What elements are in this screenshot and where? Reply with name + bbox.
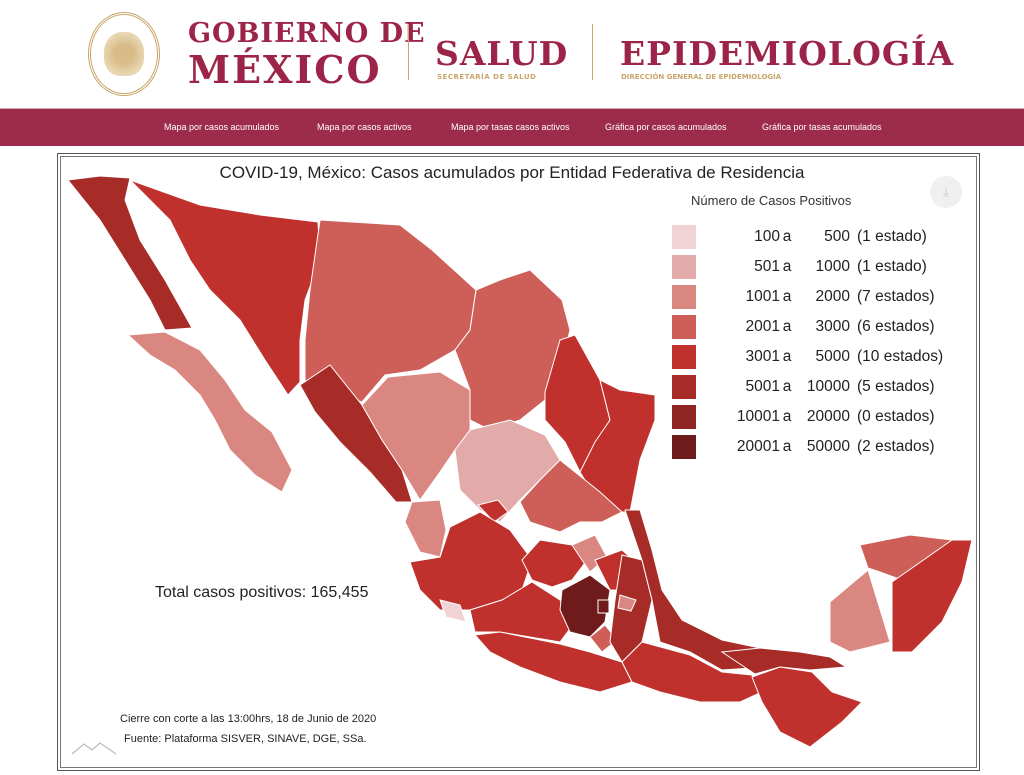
state-chiapas[interactable] (751, 666, 863, 748)
legend-swatch (672, 405, 696, 429)
legend-connector: a (782, 318, 792, 335)
state-baja-california-sur[interactable] (126, 331, 293, 493)
state-campeche[interactable] (829, 569, 891, 653)
legend-item: 3001 a 5000 (10 estados) (672, 342, 943, 372)
legend-item: 2001 a 3000 (6 estados) (672, 312, 943, 342)
state-jalisco[interactable] (409, 511, 533, 611)
legend-count: (0 estados) (857, 408, 935, 425)
legend-swatch (672, 225, 696, 249)
legend-count: (5 estados) (857, 378, 935, 395)
map-frame (57, 153, 980, 771)
epidemiologia-subtitle: DIRECCIÓN GENERAL DE EPIDEMIOLOGÍA (621, 73, 782, 81)
legend-from: 3001 (745, 348, 780, 365)
legend-count: (1 estado) (857, 258, 927, 275)
legend-to: 3000 (815, 318, 850, 335)
nav-grafica-tasas-acumulados[interactable]: Gráfica por tasas acumulados (762, 122, 882, 132)
nav-mapa-casos-activos[interactable]: Mapa por casos activos (317, 122, 412, 132)
salud-subtitle: SECRETARÍA DE SALUD (437, 73, 537, 81)
gobierno-line2: MÉXICO (188, 47, 382, 92)
state-colima[interactable] (439, 599, 467, 623)
legend-to: 2000 (815, 288, 850, 305)
mountain-logo-icon (71, 742, 117, 755)
divider (592, 24, 593, 80)
state-michoacan[interactable] (469, 581, 576, 643)
legend-to: 20000 (806, 408, 850, 425)
legend-swatch (672, 255, 696, 279)
gobierno-logo: GOBIERNO DE MÉXICO (188, 20, 426, 89)
legend-from: 20001 (736, 438, 780, 455)
site-header: GOBIERNO DE MÉXICO SALUD SECRETARÍA DE S… (0, 0, 1024, 108)
legend-count: (1 estado) (857, 228, 927, 245)
legend-swatch (672, 375, 696, 399)
state-ciudad-de-mexico[interactable] (597, 599, 610, 614)
state-baja-california[interactable] (67, 175, 193, 331)
map-frame-inner (60, 156, 977, 768)
state-quintana-roo[interactable] (891, 539, 973, 653)
legend-item: 1001 a 2000 (7 estados) (672, 282, 943, 312)
legend-from: 100 (754, 228, 780, 245)
download-icon[interactable]: ⤓ (930, 176, 962, 208)
cutoff-note: Cierre con corte a las 13:00hrs, 18 de J… (120, 713, 377, 725)
total-cases: Total casos positivos: 165,455 (155, 584, 369, 601)
state-nayarit[interactable] (404, 499, 447, 558)
legend-count: (10 estados) (857, 348, 944, 365)
legend-swatch (672, 435, 696, 459)
legend-item: 100 a 500 (1 estado) (672, 222, 943, 252)
legend-item: 5001 a 10000 (5 estados) (672, 372, 943, 402)
legend-to: 50000 (806, 438, 850, 455)
state-coahuila[interactable] (454, 269, 571, 431)
legend-item: 501 a 1000 (1 estado) (672, 252, 943, 282)
state-estado-de-mexico[interactable] (559, 574, 611, 638)
main-nav: Mapa por casos acumulados Mapa por casos… (0, 108, 1024, 146)
legend-connector: a (782, 258, 792, 275)
nav-grafica-casos-acumulados[interactable]: Gráfica por casos acumulados (605, 122, 727, 132)
gobierno-line1: GOBIERNO DE (188, 18, 426, 49)
legend-to: 10000 (806, 378, 850, 395)
legend-from: 5001 (745, 378, 780, 395)
legend-count: (6 estados) (857, 318, 935, 335)
state-aguascalientes[interactable] (477, 499, 509, 523)
state-chihuahua[interactable] (304, 219, 477, 403)
legend-swatch (672, 345, 696, 369)
legend-to: 1000 (815, 258, 850, 275)
legend-connector: a (782, 378, 792, 395)
legend-from: 1001 (745, 288, 780, 305)
legend-title: Número de Casos Positivos (691, 193, 852, 208)
legend-connector: a (782, 408, 792, 425)
legend-from: 10001 (736, 408, 780, 425)
source-note: Fuente: Plataforma SISVER, SINAVE, DGE, … (124, 733, 367, 745)
state-san-luis-potosi[interactable] (519, 459, 623, 533)
legend-connector: a (782, 348, 792, 365)
legend-connector: a (782, 228, 792, 245)
epidemiologia-logo: EPIDEMIOLOGÍA (620, 34, 955, 73)
state-tabasco[interactable] (720, 647, 848, 675)
legend-count: (7 estados) (857, 288, 935, 305)
legend-swatch (672, 285, 696, 309)
state-guanajuato[interactable] (521, 539, 588, 588)
salud-logo: SALUD (435, 34, 569, 73)
legend-connector: a (782, 288, 792, 305)
nav-mapa-casos-acumulados[interactable]: Mapa por casos acumulados (164, 122, 280, 132)
nav-mapa-tasas-casos-activos[interactable]: Mapa por tasas casos activos (451, 122, 570, 132)
legend-from: 501 (754, 258, 780, 275)
legend-connector: a (782, 438, 792, 455)
state-tlaxcala[interactable] (617, 594, 637, 612)
legend-to: 5000 (815, 348, 850, 365)
map-title: COVID-19, México: Casos acumulados por E… (219, 163, 805, 182)
legend: 100 a 500 (1 estado) 501 a 1000 (1 estado) 1001 a… (672, 222, 943, 462)
legend-item: 10001 a 20000 (0 estados) (672, 402, 943, 432)
legend-count: (2 estados) (857, 438, 935, 455)
state-sonora[interactable] (129, 179, 321, 396)
legend-item: 20001 a 50000 (2 estados) (672, 432, 943, 462)
national-seal-logo (88, 12, 160, 96)
legend-swatch (672, 315, 696, 339)
divider (408, 24, 409, 80)
legend-from: 2001 (745, 318, 780, 335)
legend-to: 500 (824, 228, 850, 245)
